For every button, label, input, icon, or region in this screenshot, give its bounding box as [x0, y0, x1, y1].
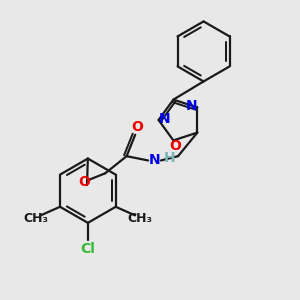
Text: O: O [78, 175, 90, 189]
Text: Cl: Cl [80, 242, 95, 256]
Text: H: H [164, 151, 175, 165]
Text: O: O [169, 139, 181, 153]
Text: O: O [131, 120, 143, 134]
Text: N: N [149, 154, 160, 167]
Text: N: N [186, 99, 198, 113]
Text: CH₃: CH₃ [23, 212, 48, 225]
Text: N: N [159, 112, 171, 126]
Text: CH₃: CH₃ [128, 212, 153, 225]
